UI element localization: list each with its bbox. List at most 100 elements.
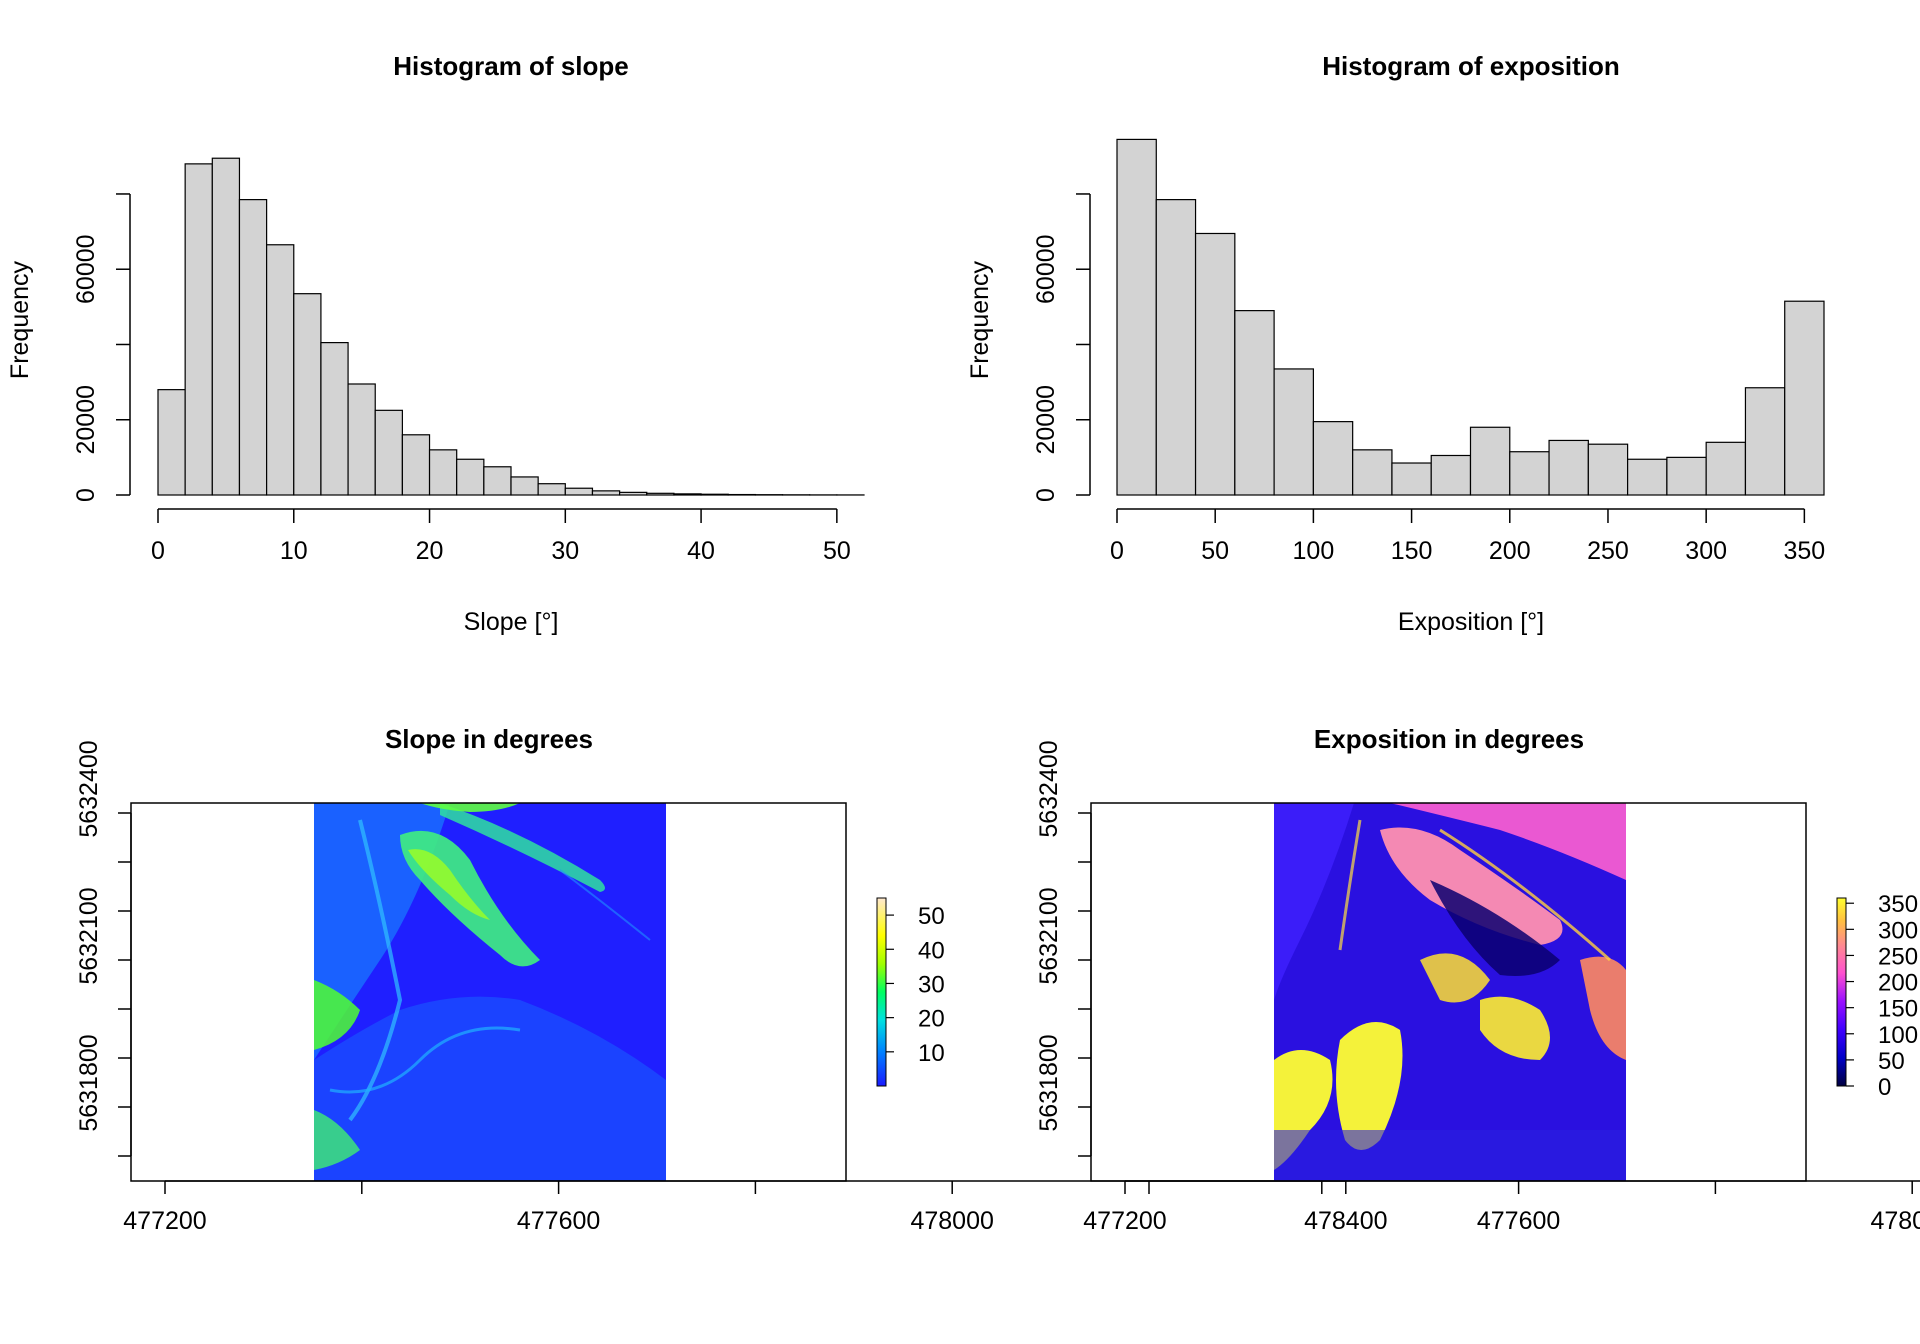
exposition-histogram-bar — [1587, 443, 1629, 496]
exposition-histogram-y-axis: 0 20000 60000 — [1032, 193, 1091, 502]
exposition-legend-tick-label: 150 — [1878, 996, 1918, 1023]
exposition-map: Exposition in degrees 477200 477600 478000… — [1035, 724, 1920, 1235]
exposition-map-title: Exposition in degrees — [1314, 724, 1584, 754]
exposition-legend-tick-label: 100 — [1878, 1022, 1918, 1049]
exposition-histogram-x-axis: 0 50 100 150 200 250 300 350 — [1110, 508, 1826, 565]
exposition-x-tick-label: 200 — [1489, 537, 1531, 565]
exposition-legend-tick-label: 350 — [1878, 891, 1918, 918]
slope-histogram-bar — [619, 491, 648, 496]
slope-histogram-bar — [293, 293, 322, 496]
slope-map-x-tick-label: 478000 — [910, 1207, 993, 1235]
slope-x-tick-label: 30 — [551, 537, 579, 565]
slope-histogram-xlabel: Slope [°] — [464, 608, 559, 636]
slope-legend-tick-label: 40 — [918, 937, 945, 964]
slope-map-x-axis: 477200 477600 478000 478400 — [123, 1180, 1388, 1235]
exposition-histogram-bar — [1509, 451, 1550, 496]
slope-histogram-bar — [266, 244, 295, 496]
slope-histogram-title: Histogram of slope — [393, 51, 628, 81]
exposition-y-tick-label: 60000 — [1032, 234, 1060, 304]
slope-histogram-bar — [456, 458, 485, 496]
exposition-x-tick-label: 300 — [1685, 537, 1727, 565]
exposition-legend-tick-label: 0 — [1878, 1074, 1891, 1101]
exposition-histogram-bar — [1705, 441, 1747, 496]
slope-histogram-bar — [537, 483, 566, 496]
exposition-histogram-bar — [1430, 454, 1472, 496]
slope-y-tick-label: 60000 — [72, 234, 100, 304]
exposition-x-tick-label: 150 — [1391, 537, 1433, 565]
slope-x-tick-label: 10 — [280, 537, 308, 565]
exposition-histogram-bar — [1469, 426, 1511, 496]
slope-histogram-bar — [591, 490, 621, 496]
exposition-map-y-tick-label: 5631800 — [1035, 1034, 1063, 1131]
slope-histogram-bar — [510, 476, 539, 496]
slope-histogram-bars — [157, 157, 865, 496]
slope-y-tick-label: 20000 — [72, 385, 100, 455]
exposition-histogram-bar — [1155, 199, 1197, 496]
exposition-x-tick-label: 100 — [1293, 537, 1335, 565]
slope-map-y-tick-label: 5632100 — [75, 887, 103, 984]
exposition-histogram-bar — [1744, 387, 1786, 496]
exposition-legend-tick-label: 250 — [1878, 943, 1918, 970]
slope-histogram-bar — [401, 434, 431, 496]
slope-histogram-bar — [320, 342, 349, 496]
exposition-histogram-bar — [1234, 310, 1275, 496]
slope-histogram-bar — [428, 449, 458, 496]
slope-y-tick-label: 0 — [72, 488, 100, 502]
exposition-map-x-tick-label: 477600 — [1477, 1207, 1560, 1235]
slope-histogram-bar — [347, 383, 376, 496]
slope-map-x-tick-label: 477600 — [517, 1207, 600, 1235]
slope-histogram-bar — [374, 409, 403, 496]
exposition-legend-tick-label: 50 — [1878, 1048, 1905, 1075]
exposition-y-tick-label: 0 — [1032, 488, 1060, 502]
exposition-map-x-tick-label: 477200 — [1083, 1207, 1166, 1235]
slope-histogram-bar — [673, 493, 702, 496]
slope-x-tick-label: 0 — [151, 537, 165, 565]
exposition-histogram-bar — [1312, 421, 1354, 496]
slope-histogram-bar — [646, 492, 675, 496]
exposition-histogram-bar — [1194, 232, 1236, 496]
slope-histogram-bar — [238, 199, 268, 496]
slope-histogram-bar — [184, 163, 213, 496]
slope-map-y-tick-label: 5631800 — [75, 1034, 103, 1131]
exposition-histogram-bar — [1666, 456, 1707, 496]
exposition-histogram-xlabel: Exposition [°] — [1398, 608, 1544, 636]
exposition-map-y-tick-label: 5632400 — [1035, 740, 1063, 837]
slope-legend-tick-label: 10 — [918, 1040, 945, 1067]
exposition-raster — [1274, 803, 1626, 1181]
exposition-legend-colorbar — [1836, 897, 1847, 1087]
exposition-legend-tick-label: 200 — [1878, 970, 1918, 997]
slope-map-x-tick-label: 478400 — [1304, 1207, 1387, 1235]
slope-map-y-axis: 5631800 5632100 5632400 — [75, 740, 132, 1157]
slope-histogram: Histogram of slope 0 10 20 30 40 50 0 20000 600… — [6, 51, 865, 636]
exposition-histogram-ylabel: Frequency — [966, 260, 994, 379]
slope-map-y-tick-label: 5632400 — [75, 740, 103, 837]
exposition-legend-tick-label: 300 — [1878, 917, 1918, 944]
slope-map-title: Slope in degrees — [385, 724, 593, 754]
exposition-histogram-title: Histogram of exposition — [1322, 51, 1620, 81]
slope-histogram-bar — [564, 487, 594, 496]
slope-x-tick-label: 20 — [416, 537, 444, 565]
slope-legend-tick-label: 20 — [918, 1006, 945, 1033]
slope-x-tick-label: 50 — [823, 537, 851, 565]
exposition-histogram-bar — [1627, 458, 1668, 496]
exposition-map-y-tick-label: 5632100 — [1035, 887, 1063, 984]
exposition-histogram-bar — [1391, 462, 1432, 496]
slope-map: Slope in degrees 477200 477600 478000 47840… — [75, 724, 1388, 1235]
slope-x-tick-label: 40 — [687, 537, 715, 565]
slope-legend-colorbar — [876, 897, 887, 1087]
exposition-x-tick-label: 350 — [1784, 537, 1826, 565]
slope-legend-tick-label: 50 — [918, 903, 945, 930]
slope-legend-tick-label: 30 — [918, 971, 945, 998]
exposition-histogram: Histogram of exposition 0 50 100 150 200 250 3… — [966, 51, 1825, 636]
slope-histogram-bar — [157, 389, 186, 496]
slope-histogram-y-axis: 0 20000 60000 — [72, 193, 131, 502]
exposition-x-tick-label: 0 — [1110, 537, 1124, 565]
exposition-y-tick-label: 20000 — [1032, 385, 1060, 455]
exposition-histogram-bar — [1116, 138, 1157, 496]
slope-legend-ticks: 10 20 30 40 50 — [886, 903, 945, 1067]
exposition-map-y-axis: 5631800 5632100 5632400 — [1035, 740, 1092, 1157]
slope-histogram-ylabel: Frequency — [6, 260, 34, 379]
exposition-histogram-bar — [1273, 368, 1314, 496]
